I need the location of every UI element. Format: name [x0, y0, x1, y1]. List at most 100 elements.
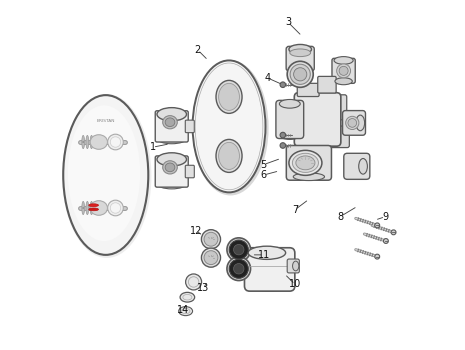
- Ellipse shape: [180, 292, 195, 302]
- Ellipse shape: [82, 207, 84, 209]
- Ellipse shape: [279, 131, 300, 139]
- Ellipse shape: [157, 158, 186, 175]
- Ellipse shape: [227, 257, 251, 281]
- Ellipse shape: [337, 64, 351, 78]
- Ellipse shape: [233, 244, 244, 255]
- Ellipse shape: [82, 141, 84, 143]
- FancyBboxPatch shape: [276, 100, 304, 139]
- Ellipse shape: [193, 61, 266, 192]
- Ellipse shape: [248, 246, 286, 259]
- Ellipse shape: [229, 240, 248, 259]
- Ellipse shape: [233, 264, 244, 274]
- Ellipse shape: [345, 116, 359, 130]
- Ellipse shape: [82, 135, 85, 149]
- Ellipse shape: [359, 159, 367, 174]
- Text: 10: 10: [289, 279, 301, 289]
- Text: 7: 7: [292, 205, 298, 215]
- Ellipse shape: [216, 80, 242, 113]
- Text: 9: 9: [382, 212, 388, 222]
- Ellipse shape: [292, 153, 319, 173]
- Ellipse shape: [219, 142, 239, 169]
- Ellipse shape: [339, 66, 348, 75]
- Ellipse shape: [192, 60, 269, 196]
- Ellipse shape: [292, 261, 299, 271]
- FancyBboxPatch shape: [287, 259, 299, 273]
- Ellipse shape: [89, 204, 99, 206]
- FancyBboxPatch shape: [344, 153, 370, 179]
- Ellipse shape: [86, 135, 89, 149]
- Ellipse shape: [348, 119, 357, 127]
- FancyBboxPatch shape: [297, 83, 319, 97]
- Ellipse shape: [227, 238, 251, 261]
- Ellipse shape: [296, 156, 315, 170]
- Ellipse shape: [62, 94, 152, 258]
- Ellipse shape: [157, 108, 186, 121]
- Ellipse shape: [163, 161, 177, 174]
- FancyBboxPatch shape: [185, 120, 194, 133]
- Ellipse shape: [287, 61, 313, 88]
- Ellipse shape: [201, 230, 220, 249]
- Text: 3: 3: [285, 17, 291, 27]
- Ellipse shape: [90, 135, 93, 149]
- Ellipse shape: [157, 153, 186, 166]
- Ellipse shape: [375, 254, 379, 259]
- Text: 6: 6: [261, 170, 267, 180]
- Ellipse shape: [186, 274, 202, 290]
- Ellipse shape: [157, 133, 186, 144]
- Ellipse shape: [90, 135, 107, 149]
- FancyBboxPatch shape: [294, 93, 341, 146]
- FancyBboxPatch shape: [298, 167, 327, 180]
- FancyBboxPatch shape: [319, 126, 349, 148]
- Ellipse shape: [204, 251, 218, 265]
- Ellipse shape: [293, 173, 325, 181]
- Ellipse shape: [86, 201, 89, 215]
- Ellipse shape: [63, 95, 148, 255]
- Ellipse shape: [90, 201, 93, 215]
- Text: BRISTAN: BRISTAN: [97, 119, 115, 123]
- Ellipse shape: [99, 135, 101, 149]
- Ellipse shape: [89, 208, 99, 211]
- Ellipse shape: [229, 259, 248, 278]
- Ellipse shape: [280, 132, 286, 138]
- Text: 5: 5: [260, 160, 267, 170]
- Ellipse shape: [219, 83, 239, 110]
- Ellipse shape: [157, 178, 186, 189]
- Text: 13: 13: [197, 283, 209, 293]
- Ellipse shape: [99, 201, 101, 215]
- Ellipse shape: [108, 134, 123, 150]
- FancyBboxPatch shape: [245, 248, 295, 291]
- Text: 1: 1: [150, 142, 156, 152]
- FancyBboxPatch shape: [155, 111, 188, 142]
- Ellipse shape: [179, 307, 193, 316]
- Text: 8: 8: [337, 212, 343, 222]
- Text: 11: 11: [258, 250, 270, 260]
- Ellipse shape: [289, 150, 322, 175]
- Ellipse shape: [391, 230, 396, 235]
- FancyBboxPatch shape: [155, 156, 188, 187]
- Ellipse shape: [293, 68, 307, 81]
- Ellipse shape: [280, 82, 286, 88]
- Ellipse shape: [110, 137, 121, 147]
- Ellipse shape: [204, 232, 218, 246]
- Ellipse shape: [250, 281, 290, 291]
- Ellipse shape: [82, 201, 85, 215]
- Ellipse shape: [165, 163, 175, 172]
- Ellipse shape: [216, 139, 242, 173]
- Ellipse shape: [375, 223, 379, 228]
- Ellipse shape: [90, 201, 107, 215]
- Ellipse shape: [165, 118, 175, 127]
- Ellipse shape: [94, 201, 97, 215]
- Ellipse shape: [68, 105, 140, 241]
- FancyBboxPatch shape: [318, 76, 336, 93]
- Ellipse shape: [163, 116, 177, 129]
- Text: 12: 12: [190, 225, 202, 236]
- Text: 14: 14: [177, 306, 189, 315]
- Ellipse shape: [201, 248, 220, 267]
- Ellipse shape: [108, 200, 123, 216]
- Text: 2: 2: [195, 45, 201, 55]
- Ellipse shape: [356, 115, 365, 131]
- Ellipse shape: [157, 112, 186, 130]
- Ellipse shape: [94, 135, 97, 149]
- Ellipse shape: [290, 64, 310, 84]
- FancyBboxPatch shape: [343, 111, 365, 135]
